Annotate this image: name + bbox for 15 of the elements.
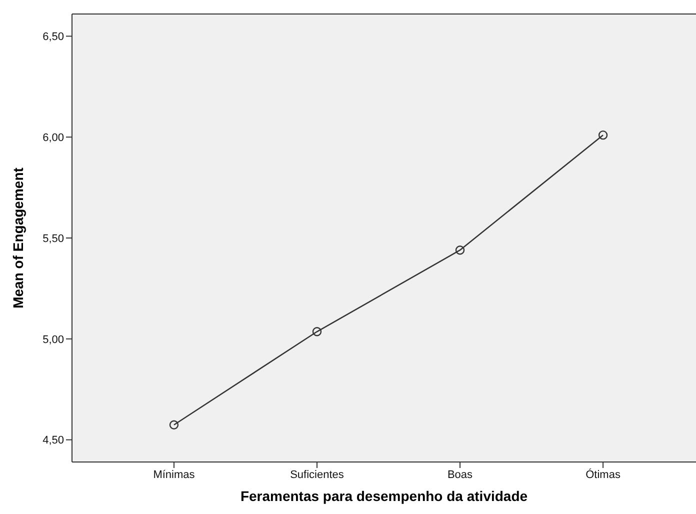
y-axis-title: Mean of Engagement bbox=[10, 167, 26, 308]
x-tick-label: Suficientes bbox=[290, 468, 344, 481]
x-tick-label: Boas bbox=[447, 468, 474, 481]
x-tick-label: Mínimas bbox=[153, 468, 196, 481]
x-tick-label: Ótimas bbox=[586, 468, 621, 481]
point bbox=[455, 246, 465, 255]
x-axis-title: Feramentas para desempenho da atividade bbox=[240, 488, 528, 504]
y-tick-label: 5,50 bbox=[42, 232, 64, 245]
y-tick-label: 6,00 bbox=[42, 132, 64, 144]
point bbox=[312, 327, 322, 336]
y-tick-label: 4,50 bbox=[42, 434, 64, 447]
point bbox=[169, 420, 179, 430]
point bbox=[598, 130, 608, 140]
y-tick-label: 6,50 bbox=[42, 31, 64, 44]
y-tick-label: 5,00 bbox=[42, 334, 64, 346]
